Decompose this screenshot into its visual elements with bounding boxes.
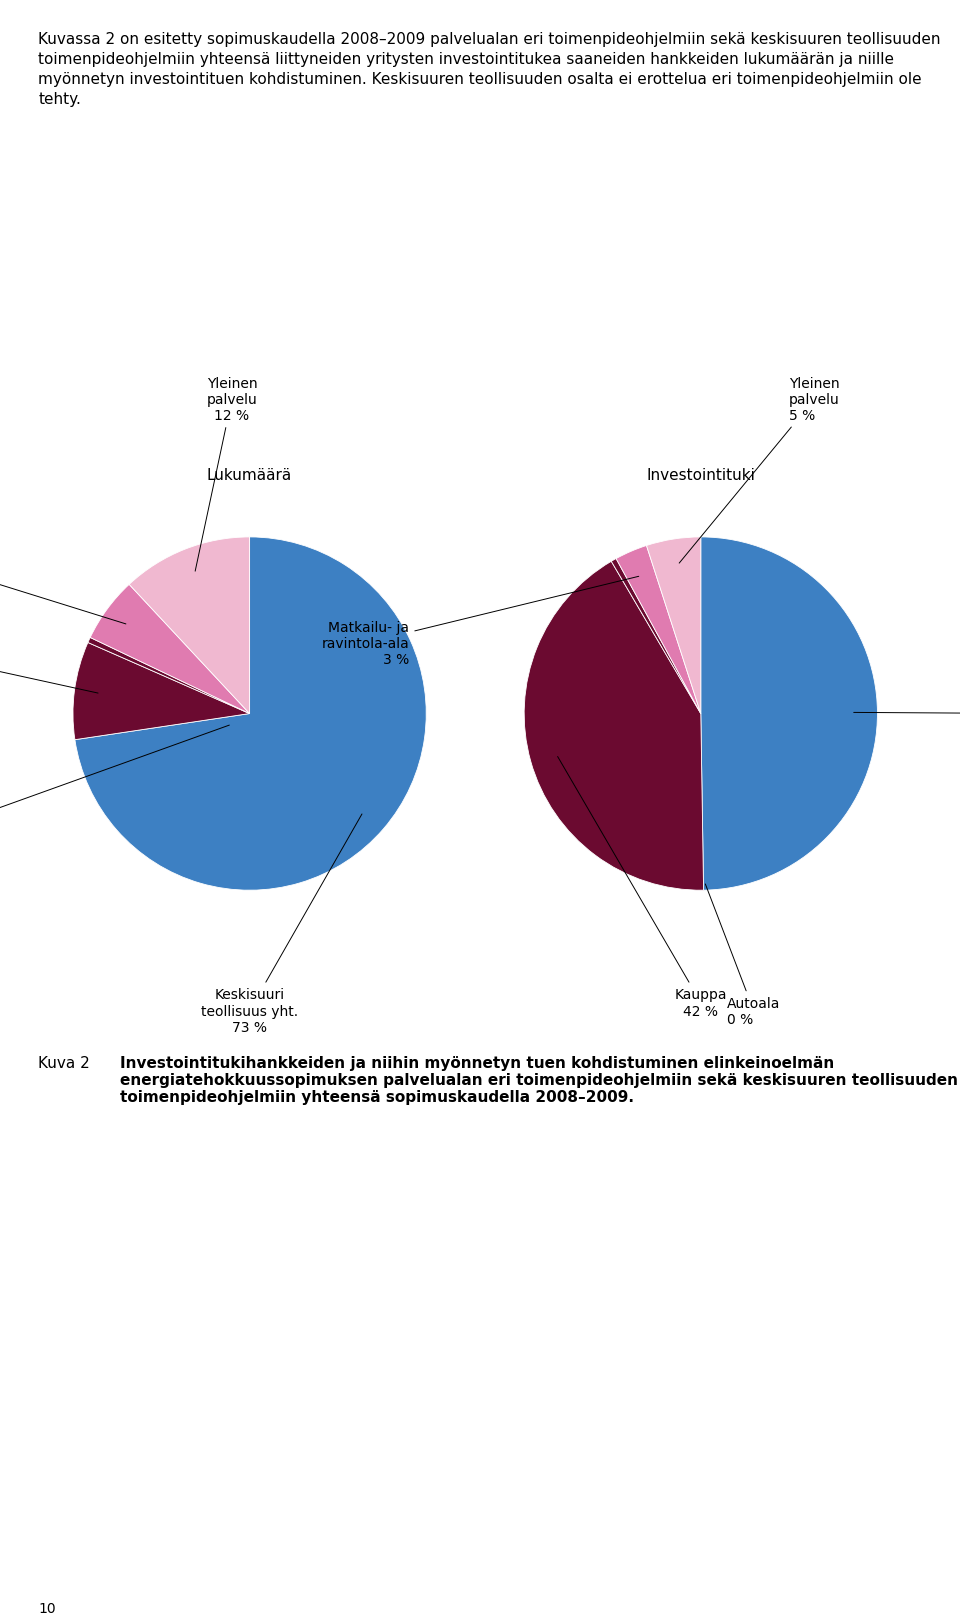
- Wedge shape: [75, 537, 426, 891]
- Text: Matkailu- ja
ravintola-ala
6 %: Matkailu- ja ravintola-ala 6 %: [0, 540, 126, 625]
- Wedge shape: [701, 537, 877, 891]
- Wedge shape: [90, 584, 250, 714]
- Text: Autoala
0 %: Autoala 0 %: [706, 885, 780, 1027]
- Wedge shape: [73, 643, 250, 740]
- Text: Kauppa
42 %: Kauppa 42 %: [558, 756, 727, 1018]
- Text: Kauppa
9 %: Kauppa 9 %: [0, 646, 98, 693]
- Text: Yleinen
palvelu
5 %: Yleinen palvelu 5 %: [679, 377, 840, 563]
- Wedge shape: [88, 638, 250, 714]
- Wedge shape: [524, 562, 704, 891]
- Text: Keskisuuri
teollisuus yht.
73 %: Keskisuuri teollisuus yht. 73 %: [201, 815, 362, 1034]
- Text: Keskisuuri
teollisuus yht.
50 %: Keskisuuri teollisuus yht. 50 %: [853, 691, 960, 737]
- Text: 10: 10: [38, 1600, 56, 1615]
- Title: Investointituki: Investointituki: [646, 467, 756, 482]
- Wedge shape: [130, 537, 250, 714]
- Text: Kuva 2: Kuva 2: [38, 1055, 90, 1070]
- Wedge shape: [616, 547, 701, 714]
- Wedge shape: [612, 560, 701, 714]
- Text: Yleinen
palvelu
12 %: Yleinen palvelu 12 %: [195, 377, 257, 571]
- Text: Autoala
0 %: Autoala 0 %: [0, 725, 229, 841]
- Text: Matkailu- ja
ravintola-ala
3 %: Matkailu- ja ravintola-ala 3 %: [322, 576, 638, 667]
- Text: Investointitukihankkeiden ja niihin myönnetyn tuen kohdistuminen elinkeinoelmän : Investointitukihankkeiden ja niihin myön…: [120, 1055, 958, 1105]
- Text: Kuvassa 2 on esitetty sopimuskaudella 2008–2009 palvelualan eri toimenpideohjelm: Kuvassa 2 on esitetty sopimuskaudella 20…: [38, 32, 941, 107]
- Title: Lukumäärä: Lukumäärä: [207, 467, 292, 482]
- Wedge shape: [646, 537, 701, 714]
